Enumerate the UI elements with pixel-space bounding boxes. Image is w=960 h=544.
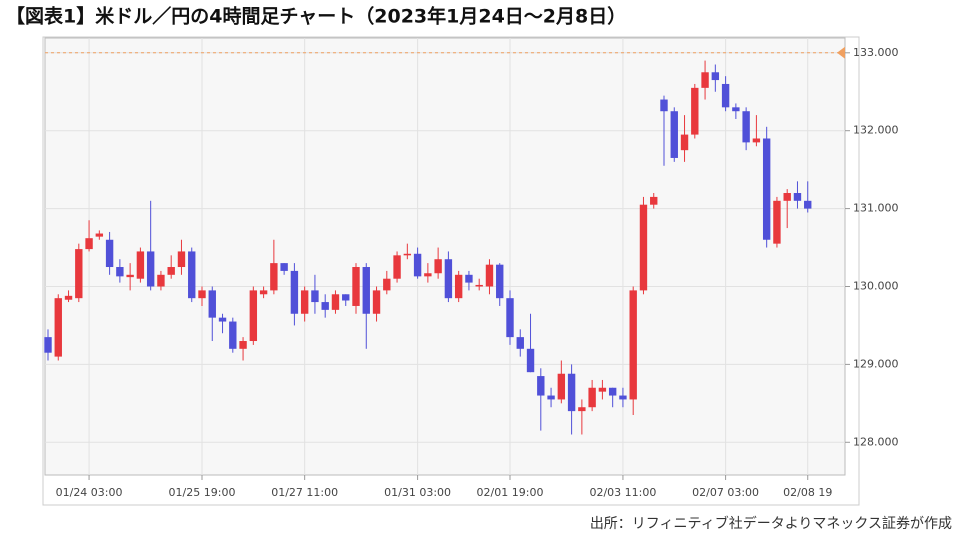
candle-body: [721, 83, 730, 108]
source-note: 出所：リフィニティブ社データよりマネックス証券が作成: [590, 515, 952, 532]
x-tick-label: 01/25 19:00: [169, 486, 236, 499]
candle-body: [342, 294, 350, 301]
candle-body: [280, 263, 288, 271]
chart-title: 【図表1】米ドル／円の4時間足チャート（2023年1月24日〜2月8日）: [6, 5, 626, 28]
y-tick-label: 132.000: [853, 124, 899, 137]
candle-body: [372, 290, 381, 314]
candle-body: [198, 290, 206, 299]
x-tick-label: 02/03 11:00: [589, 486, 656, 499]
candle-body: [526, 348, 535, 373]
candle-body: [598, 387, 607, 392]
candle-body: [95, 233, 104, 237]
candle-body: [793, 193, 802, 201]
candle-body: [711, 72, 720, 81]
candle-body: [762, 138, 771, 240]
candle-body: [44, 337, 52, 353]
candle-body: [516, 337, 524, 349]
candle-body: [660, 99, 668, 112]
candle-body: [321, 302, 329, 310]
candle-body: [146, 251, 155, 287]
candle-body: [64, 295, 73, 300]
x-tick-label: 02/08 19: [783, 486, 832, 499]
x-tick-label: 01/31 03:00: [384, 486, 451, 499]
candle-body: [680, 134, 689, 151]
candle-body: [311, 290, 319, 303]
candle-body: [300, 290, 309, 314]
candle-body: [331, 294, 340, 310]
candle-body: [567, 373, 576, 412]
candle-body: [229, 321, 237, 349]
candle-body: [670, 111, 678, 158]
candle-body: [537, 376, 545, 396]
candle-body: [105, 239, 114, 268]
candle-body: [362, 267, 370, 314]
candle-body: [85, 238, 93, 250]
candle-body: [485, 264, 494, 287]
x-tick-label: 01/27 11:00: [271, 486, 338, 499]
candle-body: [208, 290, 216, 318]
candle-body: [547, 395, 555, 400]
candle-body: [239, 341, 247, 349]
y-tick-label: 128.000: [853, 435, 899, 448]
candle-body: [413, 253, 422, 277]
candle-body: [578, 407, 586, 412]
candle-body: [691, 87, 699, 135]
candle-body: [752, 138, 761, 143]
candle-body: [444, 259, 453, 299]
y-tick-label: 130.000: [853, 279, 899, 292]
x-tick-label: 01/24 03:00: [56, 486, 123, 499]
candle-body: [506, 298, 514, 338]
candle-body: [188, 251, 196, 299]
candle-body: [75, 249, 83, 299]
candle-body: [773, 200, 781, 244]
x-tick-label: 02/01 19:00: [477, 486, 544, 499]
candle-body: [270, 263, 278, 291]
candle-body: [608, 387, 617, 396]
candle-body: [434, 259, 442, 274]
candle-body: [732, 107, 740, 112]
candle-body: [352, 267, 360, 306]
candle-body: [383, 278, 391, 291]
candle-body: [454, 274, 463, 299]
candle-body: [619, 395, 627, 400]
candle-body: [157, 274, 165, 287]
candle-body: [259, 290, 268, 295]
candle-body: [650, 196, 658, 205]
candle-body: [557, 373, 566, 400]
y-tick-label: 133.000: [853, 46, 899, 59]
candle-body: [218, 317, 227, 322]
candle-body: [290, 270, 299, 314]
candle-body: [424, 273, 432, 277]
candle-body: [403, 253, 412, 256]
reference-marker: [837, 46, 845, 59]
x-tick-label: 02/07 03:00: [692, 486, 759, 499]
candle-body: [804, 200, 812, 209]
candle-body: [126, 274, 134, 278]
candle-body: [629, 290, 637, 400]
candle-body: [701, 72, 709, 88]
candle-body: [167, 267, 175, 275]
candle-body: [496, 264, 504, 299]
candle-body: [465, 274, 473, 283]
candle-body: [177, 251, 186, 268]
y-tick-label: 131.000: [853, 202, 899, 215]
candle-body: [393, 255, 401, 279]
candle-body: [742, 111, 750, 143]
y-tick-label: 129.000: [853, 357, 899, 370]
candle-body: [249, 290, 258, 342]
candle-body: [116, 267, 124, 277]
candle-body: [136, 251, 145, 279]
candle-body: [475, 284, 483, 287]
candle-body: [54, 298, 62, 357]
candle-body: [783, 193, 791, 201]
candle-body: [588, 387, 596, 408]
candle-body: [639, 204, 648, 291]
